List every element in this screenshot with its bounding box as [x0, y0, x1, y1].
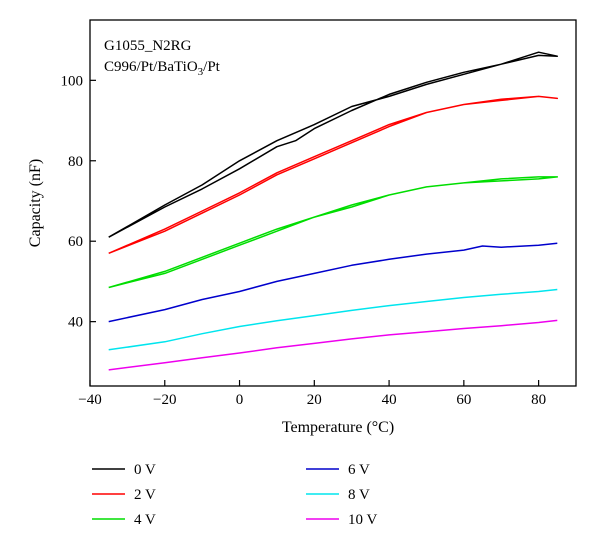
legend-label: 4 V: [134, 512, 156, 528]
y-tick-label: 40: [68, 315, 83, 331]
x-tick-label: −40: [78, 392, 101, 408]
legend-label: 8 V: [348, 487, 370, 503]
y-axis-title: Capacity (nF): [27, 159, 44, 247]
legend-label: 6 V: [348, 462, 370, 478]
legend-label: 10 V: [348, 512, 377, 528]
annotation-layer: G1055_N2RG C996/Pt/BaTiO3/Pt: [104, 38, 221, 78]
axis-ticks: −40 −20 0 20 40 60 80 40 60 80 100: [61, 73, 547, 408]
y-tick-label: 60: [68, 234, 83, 250]
x-tick-label: 80: [531, 392, 546, 408]
legend-label: 2 V: [134, 487, 156, 503]
series-line-2v: [108, 95, 559, 254]
annotation-line-1: G1055_N2RG: [104, 38, 192, 54]
x-tick-label: 0: [236, 392, 244, 408]
x-axis-title: Temperature (°C): [282, 419, 394, 436]
x-tick-label: −20: [153, 392, 176, 408]
x-tick-label: 40: [382, 392, 397, 408]
series-line-4v: [108, 176, 559, 289]
x-tick-label: 60: [456, 392, 471, 408]
series-layer: [108, 51, 559, 371]
series-line-0v: [108, 51, 559, 238]
legend: 0 V 2 V 4 V 6 V 8 V 10 V: [92, 462, 377, 528]
y-tick-label: 80: [68, 154, 83, 170]
series-line-10v: [108, 319, 558, 371]
plot-frame: [89, 19, 577, 387]
legend-label: 0 V: [134, 462, 156, 478]
annotation-line-2: C996/Pt/BaTiO3/Pt: [104, 59, 221, 78]
series-line-6v: [108, 242, 558, 323]
series-line-8v: [108, 288, 558, 351]
y-tick-label: 100: [61, 73, 84, 89]
x-tick-label: 20: [307, 392, 322, 408]
